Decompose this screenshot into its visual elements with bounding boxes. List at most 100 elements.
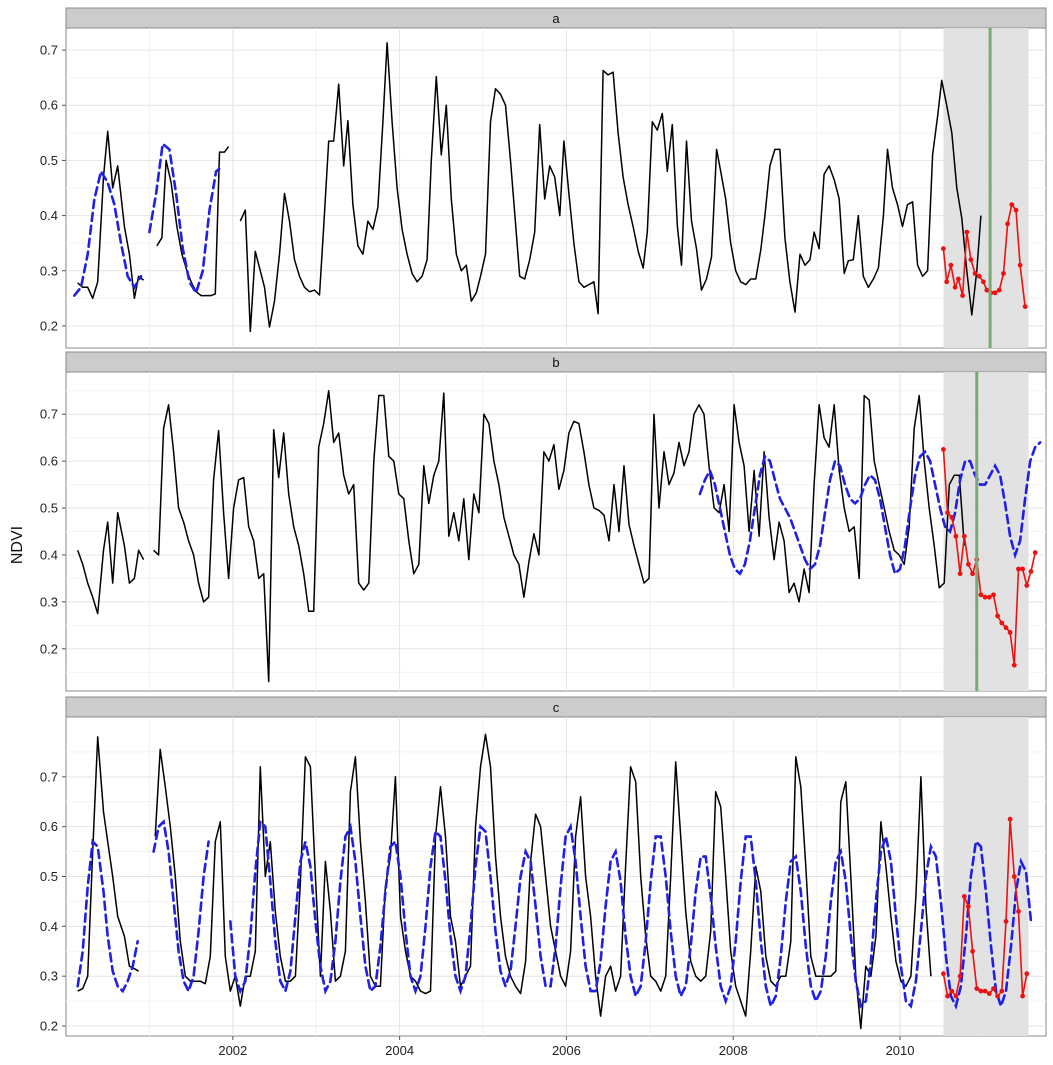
x-tick-label: 2006 xyxy=(552,1043,581,1058)
facet-strip-label: b xyxy=(552,355,559,370)
monitoring-point xyxy=(956,276,961,282)
fitted-season-line xyxy=(229,818,1033,1011)
monitoring-point xyxy=(1009,202,1015,208)
x-tick-label: 2010 xyxy=(886,1043,915,1058)
monitoring-point xyxy=(957,571,963,577)
facet-panel-b: b 0.2 0.3 0.4 0.5 0.6 0.7 xyxy=(40,351,1047,692)
monitoring-point xyxy=(966,904,971,909)
y-tick-label: 0.7 xyxy=(40,769,58,784)
x-tick-label: 2004 xyxy=(385,1043,414,1058)
y-tick-label: 0.6 xyxy=(40,98,58,113)
monitoring-point xyxy=(991,592,996,598)
y-tick-label: 0.4 xyxy=(40,547,58,562)
monitoring-point xyxy=(1020,566,1025,572)
fitted-season-line xyxy=(73,168,143,297)
y-axis-title: NDVI xyxy=(9,526,26,564)
x-axis: 2002 2004 2006 2008 2010 xyxy=(218,1036,915,1058)
y-tick-label: 0.5 xyxy=(40,153,58,168)
monitoring-point xyxy=(964,229,970,235)
monitoring-point xyxy=(1003,919,1009,924)
monitoring-point xyxy=(941,246,946,252)
y-tick-label: 0.4 xyxy=(40,919,58,934)
observed-ndvi-line xyxy=(154,733,932,1030)
y-tick-label: 0.2 xyxy=(40,318,58,333)
monitoring-point xyxy=(957,973,963,979)
monitoring-point xyxy=(968,257,974,263)
fitted-season-line xyxy=(698,441,1042,577)
observed-ndvi-line xyxy=(153,390,966,683)
monitoring-point xyxy=(976,273,982,279)
monitoring-point xyxy=(966,561,971,567)
monitoring-point xyxy=(961,894,967,899)
facet-panel-c: c 0.2 0.3 0.4 0.5 0.6 0.7 xyxy=(40,696,1047,1037)
observed-ndvi-line xyxy=(239,42,982,333)
facet-panels: a 0.2 0.3 0.4 0.5 0.6 0.7 b 0.2 0.3 0.4 0.5 0.6 0.7 c 0… xyxy=(40,7,1047,1037)
x-tick-label: 2002 xyxy=(218,1043,247,1058)
y-tick-label: 0.5 xyxy=(40,501,58,516)
monitoring-point xyxy=(1024,971,1030,977)
monitoring-point xyxy=(995,613,1000,619)
monitoring-point xyxy=(1022,304,1028,309)
monitoring-point xyxy=(999,620,1005,626)
monitoring-point xyxy=(1011,874,1017,879)
monitoring-point xyxy=(941,971,946,977)
monitoring-point xyxy=(952,284,958,290)
monitoring-point xyxy=(991,986,996,991)
monitoring-point xyxy=(978,592,984,598)
monitoring-point xyxy=(1007,816,1013,822)
monitoring-point xyxy=(945,510,950,516)
y-tick-label: 0.3 xyxy=(40,594,58,609)
fitted-season-line xyxy=(76,838,139,994)
monitoring-point xyxy=(953,533,959,539)
monitoring-point xyxy=(1011,662,1017,668)
monitoring-point xyxy=(970,571,975,577)
facet-strip-label: c xyxy=(553,700,560,715)
monitoring-point xyxy=(982,988,988,994)
facet-panel-a: a 0.2 0.3 0.4 0.5 0.6 0.7 xyxy=(40,7,1047,349)
monitoring-point xyxy=(972,271,978,276)
monitoring-point xyxy=(1028,569,1034,574)
monitoring-point xyxy=(1013,207,1019,213)
monitoring-point xyxy=(995,993,1000,999)
monitoring-point xyxy=(1016,909,1021,914)
monitoring-point xyxy=(1032,550,1038,555)
monitoring-point xyxy=(1020,993,1025,999)
monitoring-point xyxy=(970,948,975,954)
monitoring-point xyxy=(944,279,950,285)
monitoring-point xyxy=(978,988,984,994)
y-tick-label: 0.4 xyxy=(40,208,58,223)
monitoring-point xyxy=(992,290,998,296)
y-tick-label: 0.7 xyxy=(40,43,58,58)
observed-ndvi-line xyxy=(77,736,139,992)
monitoring-point xyxy=(1024,583,1030,588)
monitoring-point xyxy=(953,993,959,999)
monitoring-point xyxy=(981,279,986,285)
observed-ndvi-line xyxy=(76,511,145,615)
y-tick-label: 0.5 xyxy=(40,869,58,884)
monitoring-point xyxy=(949,988,955,994)
monitoring-point xyxy=(984,287,990,293)
monitoring-point xyxy=(974,986,980,991)
monitoring-point xyxy=(1017,262,1023,268)
monitoring-point xyxy=(1003,625,1009,631)
monitoring-point xyxy=(1016,566,1021,572)
fitted-season-line xyxy=(152,818,210,995)
monitoring-point xyxy=(996,287,1002,293)
fitted-season-line xyxy=(148,141,225,296)
monitoring-point xyxy=(960,293,965,298)
monitoring-period-band xyxy=(943,372,1029,691)
y-tick-label: 0.6 xyxy=(40,454,58,469)
monitoring-point xyxy=(1007,630,1013,635)
observed-ndvi-line xyxy=(77,130,145,300)
y-tick-label: 0.3 xyxy=(40,969,58,984)
monitoring-point xyxy=(945,993,950,999)
monitoring-period-band xyxy=(943,28,1029,348)
monitoring-point xyxy=(961,533,967,539)
x-tick-label: 2008 xyxy=(719,1043,748,1058)
facet-strip-label: a xyxy=(552,11,560,26)
y-tick-label: 0.2 xyxy=(40,641,58,656)
y-tick-label: 0.7 xyxy=(40,407,58,422)
monitoring-point xyxy=(999,988,1005,994)
monitoring-point xyxy=(949,515,955,520)
y-tick-label: 0.3 xyxy=(40,263,58,278)
